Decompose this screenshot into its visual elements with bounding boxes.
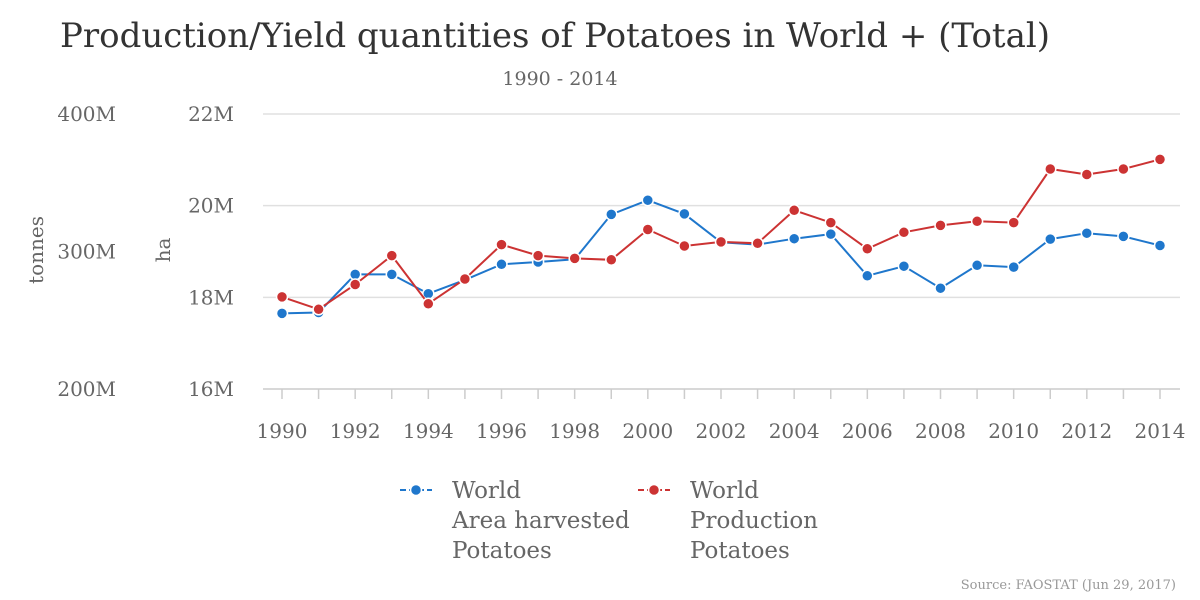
source-credit[interactable]: Source: FAOSTAT (Jun 29, 2017) <box>961 578 1176 593</box>
data-point[interactable] <box>348 278 362 291</box>
ha-tick-label: 16M <box>188 377 234 401</box>
ha-tick-label: 22M <box>188 102 234 126</box>
legend[interactable]: World Area harvested Potatoes World Producti… <box>400 478 818 564</box>
data-point[interactable] <box>824 227 838 241</box>
tonnes-tick-label: 400M <box>57 102 116 126</box>
ha-tick-label: 18M <box>188 285 234 309</box>
ha-axis-ticks: 22M 20M 18M 16M <box>188 102 234 401</box>
x-tick-label: 2010 <box>988 419 1039 443</box>
legend-label: Potatoes <box>452 538 552 564</box>
ha-axis-title: ha <box>151 238 175 263</box>
data-point[interactable] <box>605 253 618 267</box>
x-tick-label: 2006 <box>842 419 893 443</box>
legend-item[interactable]: World Area harvested Potatoes <box>400 478 630 564</box>
x-tick-label: 2012 <box>1061 419 1112 443</box>
data-point[interactable] <box>1007 216 1020 229</box>
data-point[interactable] <box>1117 162 1130 176</box>
data-point[interactable] <box>1153 153 1167 166</box>
legend-label: Area harvested <box>451 508 630 534</box>
x-tick-label: 1996 <box>476 419 527 443</box>
data-point[interactable] <box>641 193 655 207</box>
legend-label: Potatoes <box>690 538 790 564</box>
x-tick-label: 2004 <box>769 419 820 443</box>
x-tick-label: 1990 <box>257 419 308 443</box>
data-point[interactable] <box>641 223 655 236</box>
chart-title: Production/Yield quantities of Potatoes … <box>60 16 1050 56</box>
data-point[interactable] <box>678 207 691 221</box>
series-layer <box>275 153 1167 320</box>
data-point[interactable] <box>275 307 289 320</box>
data-point[interactable] <box>422 297 435 311</box>
grid-lines <box>263 113 1180 299</box>
legend-marker <box>647 483 661 497</box>
legend-label: Production <box>690 508 818 534</box>
data-point[interactable] <box>861 269 874 283</box>
data-point[interactable] <box>1080 168 1094 181</box>
data-point[interactable] <box>714 235 728 249</box>
data-point[interactable] <box>1153 239 1167 252</box>
data-point[interactable] <box>495 238 508 251</box>
data-point[interactable] <box>824 216 838 229</box>
data-point[interactable] <box>787 204 801 217</box>
data-point[interactable] <box>934 219 947 232</box>
x-tick-label: 2002 <box>696 419 747 443</box>
data-point[interactable] <box>1080 226 1094 240</box>
series-line <box>281 199 1161 315</box>
data-point[interactable] <box>970 215 984 228</box>
data-point[interactable] <box>531 249 545 262</box>
series-production[interactable] <box>275 153 1167 316</box>
data-point[interactable] <box>385 249 399 262</box>
data-point[interactable] <box>1044 232 1057 246</box>
data-point[interactable] <box>1044 162 1057 176</box>
data-point[interactable] <box>934 281 947 295</box>
data-point[interactable] <box>897 259 911 273</box>
data-point[interactable] <box>861 242 874 256</box>
x-tick-label: 2008 <box>915 419 966 443</box>
data-point[interactable] <box>495 258 508 271</box>
x-tick-label: 1992 <box>330 419 381 443</box>
data-point[interactable] <box>385 268 399 281</box>
data-point[interactable] <box>678 239 691 253</box>
tonnes-axis-title: tonnes <box>24 216 48 284</box>
data-point[interactable] <box>751 237 764 250</box>
x-tick-label: 2014 <box>1135 419 1186 443</box>
legend-label: World <box>690 478 759 504</box>
series-area-harvested[interactable] <box>275 193 1167 320</box>
tonnes-tick-label: 200M <box>57 377 116 401</box>
data-point[interactable] <box>1007 260 1020 274</box>
data-point[interactable] <box>458 272 472 286</box>
data-point[interactable] <box>568 252 581 265</box>
x-axis-ticks: 1990 1992 1994 1996 1998 2000 2002 2004 2006 2008… <box>257 389 1186 443</box>
tonnes-axis-ticks: 400M 300M 200M <box>57 102 116 401</box>
data-point[interactable] <box>312 303 325 316</box>
chart-subtitle: 1990 - 2014 <box>502 68 617 90</box>
data-point[interactable] <box>1117 230 1130 243</box>
data-point[interactable] <box>275 290 289 304</box>
legend-label: World <box>452 478 521 504</box>
data-point[interactable] <box>970 259 984 272</box>
legend-item[interactable]: World Production Potatoes <box>638 478 818 564</box>
legend-marker <box>409 483 423 497</box>
data-point[interactable] <box>787 232 801 245</box>
x-tick-label: 2000 <box>622 419 673 443</box>
tonnes-tick-label: 300M <box>57 240 116 264</box>
x-tick-label: 1998 <box>549 419 600 443</box>
x-tick-label: 1994 <box>403 419 454 443</box>
data-point[interactable] <box>605 208 618 221</box>
data-point[interactable] <box>897 226 911 239</box>
ha-tick-label: 20M <box>188 194 234 218</box>
